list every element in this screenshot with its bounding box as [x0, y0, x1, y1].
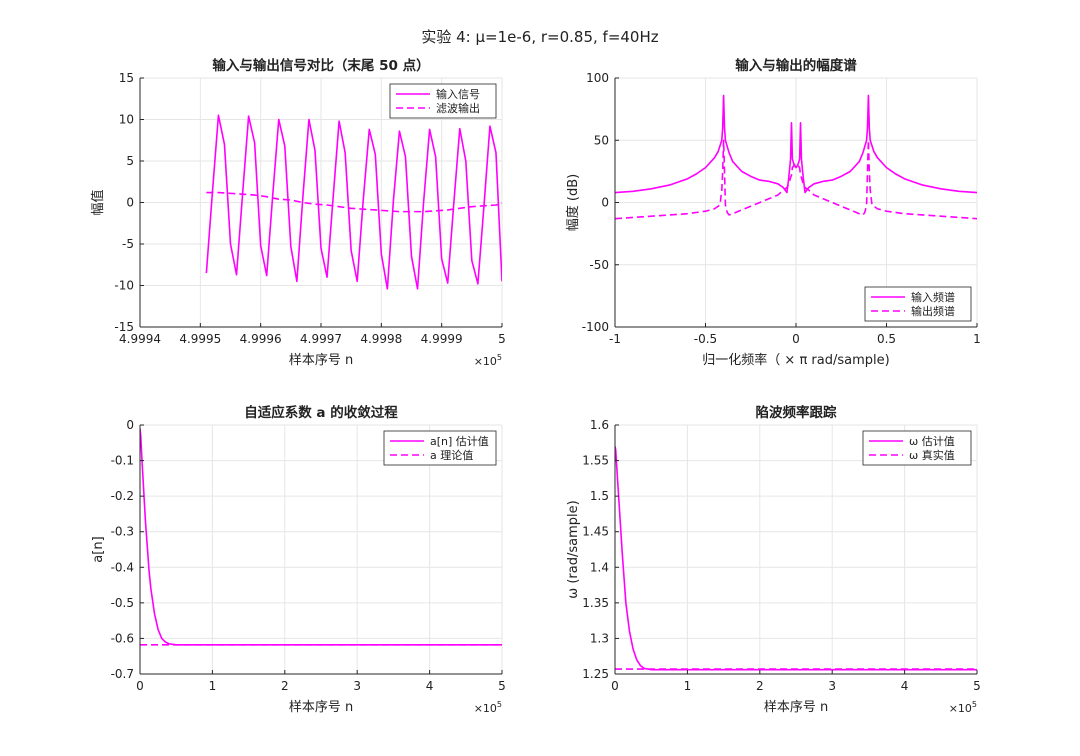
x-tick-label: 1	[684, 679, 692, 693]
x-tick-label: 4	[426, 679, 434, 693]
x-axis-label: 归一化频率（ × π rad/sample)	[702, 352, 889, 368]
subplot-title: 陷波频率跟踪	[756, 404, 837, 421]
y-tick-label: -0.1	[111, 454, 134, 468]
y-axis-label: ω (rad/sample)	[566, 500, 581, 598]
x-tick-label: 4.9999	[421, 332, 463, 346]
x-exponent-label: ×105	[474, 700, 502, 715]
y-tick-label: 50	[594, 133, 609, 147]
plot-area	[615, 425, 977, 674]
x-tick-label: 5	[973, 679, 981, 693]
x-tick-label: 3	[353, 679, 361, 693]
x-tick-label: 5	[498, 332, 506, 346]
x-tick-label: 4	[901, 679, 909, 693]
y-tick-label: 1.45	[582, 525, 609, 539]
subplot-spectrum: -1 -0.5 0 0.5 1 -100 -50 0 50 100 输入与输出的幅度谱归一化频率（ …	[565, 57, 981, 368]
legend-entry-label: 输入信号	[436, 87, 480, 101]
y-tick-label: -15	[114, 320, 134, 334]
y-tick-label: 15	[119, 71, 134, 85]
x-exponent-label: ×105	[949, 700, 977, 715]
y-tick-label: -0.3	[111, 525, 134, 539]
y-tick-label: -10	[114, 279, 134, 293]
y-axis-label: a[n]	[91, 536, 106, 562]
legend-box	[864, 286, 972, 322]
x-tick-label: 4.9995	[179, 332, 221, 346]
x-tick-label: 4.9998	[360, 332, 402, 346]
y-tick-label: -100	[582, 320, 609, 334]
y-tick-label: -0.5	[111, 596, 134, 610]
series-line-1	[205, 114, 502, 290]
x-tick-label: -1	[609, 332, 621, 346]
legend-entry-label: ω 估计值	[909, 435, 955, 448]
legend-entry-label: 滤波输出	[436, 101, 480, 115]
y-tick-label: 1.5	[590, 489, 609, 503]
x-tick-label: 3	[828, 679, 836, 693]
x-tick-label: 4.9997	[300, 332, 342, 346]
y-tick-label: 1.35	[582, 596, 609, 610]
subplot-coef: 0 1 2 3 4 5 -0.7 -0.6 -0.5 -0.4 -0.3 -0.2 -0.1 0 ×105 自…	[91, 404, 506, 715]
y-tick-label: -5	[122, 237, 134, 251]
x-tick-label: 0	[136, 679, 144, 693]
x-axis-label: 样本序号 n	[764, 700, 828, 715]
x-axis-label: 样本序号 n	[289, 700, 353, 715]
x-tick-label: 1	[973, 332, 981, 346]
x-tick-label: 0	[792, 332, 800, 346]
subplot-title: 输入与输出的幅度谱	[735, 57, 857, 74]
legend-entry-label: 输入频谱	[911, 290, 955, 304]
y-axis-label: 幅度 (dB)	[565, 174, 581, 231]
plot-area	[140, 425, 502, 674]
x-tick-label: 0.5	[877, 332, 896, 346]
x-exponent-label: ×105	[474, 353, 502, 368]
legend-entry-label: 输出频谱	[911, 304, 955, 318]
x-tick-label: 2	[281, 679, 289, 693]
y-tick-label: 1.4	[590, 560, 609, 574]
x-tick-label: 4.9994	[119, 332, 161, 346]
y-tick-label: 5	[126, 154, 134, 168]
subplot-title: 输入与输出信号对比（末尾 50 点）	[212, 57, 429, 74]
subplot-title: 自适应系数 a 的收敛过程	[244, 404, 398, 421]
x-tick-label: 0	[611, 679, 619, 693]
subplots: 4.9994 4.9995 4.9996 4.9997 4.9998 4.9999 5-15…	[90, 57, 981, 715]
legend-box	[389, 83, 497, 119]
figure-suptitle: 实验 4: μ=1e-6, r=0.85, f=40Hz	[421, 28, 658, 46]
x-tick-label: 1	[209, 679, 217, 693]
y-tick-label: -0.4	[111, 560, 134, 574]
x-axis-label: 样本序号 n	[289, 353, 353, 368]
x-tick-label: 4.9996	[240, 332, 282, 346]
y-tick-label: 0	[601, 196, 609, 210]
subplot-time: 4.9994 4.9995 4.9996 4.9997 4.9998 4.9999 5 -15…	[90, 57, 506, 368]
y-tick-label: 1.25	[582, 667, 609, 681]
x-tick-label: 5	[498, 679, 506, 693]
y-axis-label: 幅值	[90, 189, 106, 215]
legend-box	[383, 430, 497, 466]
x-tick-label: 2	[756, 679, 764, 693]
series-line-1	[615, 94, 977, 194]
y-tick-label: -0.6	[111, 631, 134, 645]
x-tick-label: -0.5	[694, 332, 717, 346]
y-tick-label: -0.2	[111, 489, 134, 503]
y-tick-label: 0	[126, 196, 134, 210]
y-tick-label: 1.55	[582, 454, 609, 468]
y-tick-label: -0.7	[111, 667, 134, 681]
y-tick-label: 100	[586, 71, 609, 85]
y-tick-label: 1.6	[590, 418, 609, 432]
y-tick-label: 0	[126, 418, 134, 432]
y-tick-label: 10	[119, 113, 134, 127]
legend-entry-label: a[n] 估计值	[430, 435, 489, 448]
series-line-2	[206, 191, 502, 213]
legend-box	[862, 430, 972, 466]
subplot-freq: 0 1 2 3 4 5 1.25 1.3 1.35 1.4 1.45 1.5 1.55 1.6 ×105 陷波…	[566, 404, 981, 715]
legend-entry-label: ω 真实值	[909, 448, 955, 462]
y-tick-label: 1.3	[590, 631, 609, 645]
legend-entry-label: a 理论值	[430, 448, 473, 462]
y-tick-label: -50	[589, 258, 609, 272]
